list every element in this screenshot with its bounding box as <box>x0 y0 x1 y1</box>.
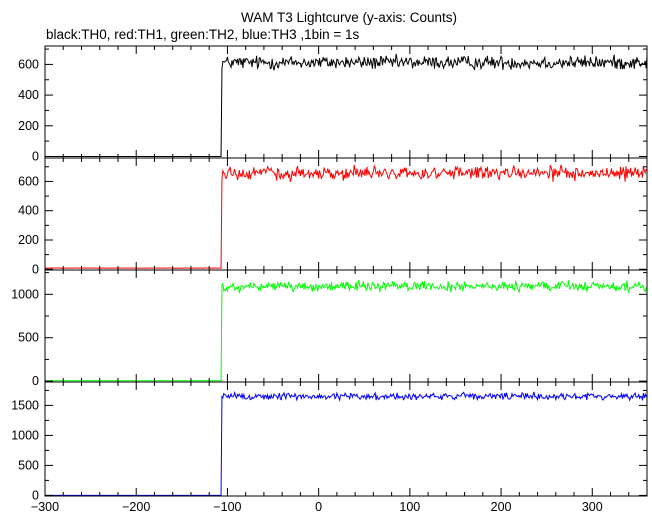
panel-4: 0 500 1000 1500 −300 −200 −100 0 100 200 300 <box>11 381 648 514</box>
y-tick-label: 1000 <box>11 287 39 301</box>
x-tick-label: 100 <box>399 500 420 514</box>
y-tick-label: 500 <box>18 458 39 472</box>
y-tick-label: 200 <box>18 233 39 247</box>
y-tick-label: 0 <box>32 262 39 276</box>
chart-title: WAM T3 Lightcurve (y-axis: Counts) <box>241 10 457 25</box>
y-tick-label: 0 <box>32 374 39 388</box>
y-tick-label: 0 <box>32 488 39 502</box>
series-TH0-line <box>45 53 648 157</box>
panels-group: 0200400600020040060005001000050010001500… <box>11 45 648 514</box>
x-tick-label: −200 <box>122 500 150 514</box>
x-tick-label: 300 <box>582 500 603 514</box>
series-TH3-line <box>45 390 648 496</box>
panel-2-frame <box>44 157 648 271</box>
y-tick-label: 600 <box>18 57 39 71</box>
panel-3: 0 500 1000 <box>11 269 648 388</box>
x-tick-label: 200 <box>491 500 512 514</box>
y-tick-label: 500 <box>18 331 39 345</box>
panel-2: 0 200 400 600 <box>18 157 648 276</box>
series-TH1-line <box>44 164 648 269</box>
y-tick-label: 400 <box>18 204 39 218</box>
chart-subtitle: black:TH0, red:TH1, green:TH2, blue:TH3 … <box>46 27 360 42</box>
y-tick-label: 0 <box>32 149 39 163</box>
y-tick-label: 200 <box>18 119 39 133</box>
x-tick-label: −100 <box>213 500 241 514</box>
y-tick-label: 400 <box>18 88 39 102</box>
y-tick-label: 1500 <box>11 398 39 412</box>
x-tick-label: −300 <box>31 500 59 514</box>
series-TH2-line <box>44 280 648 382</box>
y-tick-label: 600 <box>18 174 39 188</box>
y-tick-label: 1000 <box>11 428 39 442</box>
panel-4-frame <box>44 381 648 497</box>
panel-1: 0 200 400 600 <box>18 45 648 163</box>
x-tick-label: 0 <box>315 500 322 514</box>
